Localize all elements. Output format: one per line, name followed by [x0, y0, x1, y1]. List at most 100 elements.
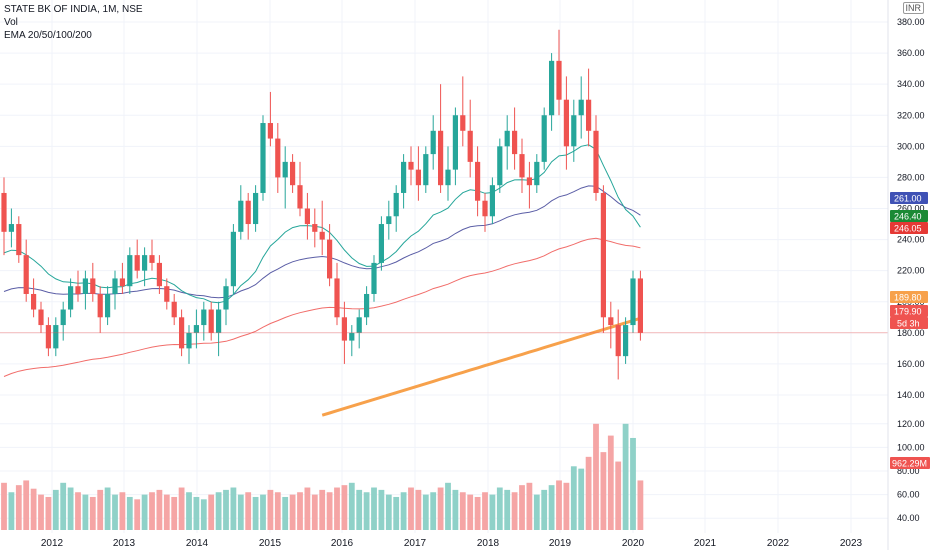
candle-body [201, 309, 207, 326]
volume-bar [252, 496, 259, 530]
volume-bar [637, 480, 644, 530]
candle-body [586, 99, 592, 131]
candle-body [386, 216, 392, 225]
volume-bar [297, 492, 303, 530]
candle-body [208, 309, 214, 333]
candle-body [171, 301, 177, 318]
price-tag-bg [890, 192, 928, 204]
candle-body [438, 130, 444, 186]
price-tag-bg [890, 210, 928, 222]
volume-bar [200, 499, 207, 530]
volume-bar [452, 489, 459, 530]
volume-bar [519, 485, 525, 530]
price-tick-label: 320.00 [897, 110, 925, 120]
volume-bar [570, 466, 577, 530]
volume-bar [378, 489, 385, 530]
price-tag: 189.80 [894, 293, 922, 303]
candle-body [142, 255, 148, 271]
volume-bar [52, 489, 59, 530]
candle-body [134, 255, 140, 271]
volume-bar [237, 494, 244, 530]
volume-bar [393, 496, 400, 530]
candle-body [112, 278, 118, 294]
volume-bar [541, 489, 548, 530]
candle-body [238, 200, 244, 232]
volume-bar [356, 489, 363, 530]
volume-bar [341, 485, 348, 530]
candle-body [578, 99, 584, 116]
ema100-line [3, 237, 641, 377]
volume-bar [371, 487, 377, 530]
candle-body [452, 115, 458, 170]
volume-bar [482, 492, 488, 530]
ema200-line [321, 316, 641, 417]
volume-tick-label: 80.00 [897, 466, 920, 476]
volume-bar [230, 487, 237, 530]
volume-bar [496, 487, 503, 530]
volume-bar [289, 494, 296, 530]
volume-bar [304, 487, 311, 530]
candle-body [637, 278, 643, 333]
candle-body [16, 224, 22, 256]
candle-body [60, 309, 66, 326]
candle-body [615, 325, 621, 357]
candle-body [541, 115, 547, 162]
volume-bar [445, 482, 451, 530]
volume-bar [149, 492, 155, 530]
candle-body [68, 286, 74, 310]
year-tick-label: 2018 [477, 538, 500, 549]
volume-bar [593, 423, 599, 530]
candle-body [341, 317, 347, 341]
volume-bar [260, 494, 266, 530]
candle-body [600, 192, 606, 318]
volume-bar [408, 487, 414, 530]
volume-bar [126, 496, 133, 530]
candle-body [349, 332, 355, 341]
volume-bar [97, 489, 104, 530]
volume-bar [141, 494, 148, 530]
volume-bar [30, 488, 37, 530]
candle-body [312, 224, 318, 232]
volume-bar [171, 496, 178, 530]
price-tick-label: 240.00 [897, 235, 925, 245]
candle-body [608, 317, 614, 326]
volume-bar [112, 494, 118, 530]
volume-bar [82, 494, 89, 530]
candle-body [193, 325, 199, 333]
year-tick-label: 2017 [404, 538, 427, 549]
candle-body [549, 60, 555, 116]
price-tag-bg [890, 222, 928, 234]
year-tick-label: 2023 [840, 538, 863, 549]
price-tag-bg [890, 291, 928, 303]
price-tag: 246.05 [894, 224, 922, 234]
price-tag: 179.90 [894, 307, 922, 317]
volume-bar [45, 496, 52, 530]
candle-body [164, 286, 170, 302]
candle-body [119, 278, 125, 287]
volume-bar [23, 480, 30, 530]
candle-body [260, 123, 266, 193]
volume-bar [75, 492, 81, 530]
candle-body [223, 286, 229, 310]
candle-body [186, 332, 192, 349]
volume-bar [437, 487, 444, 530]
candle-body [45, 325, 51, 349]
volume-bar [38, 494, 44, 530]
volume-bar [1, 482, 7, 530]
price-tick-label: 260.00 [897, 204, 925, 214]
volume-bar [607, 435, 614, 530]
candle-body [519, 154, 525, 178]
volume-bar [245, 492, 252, 530]
candle-body [1, 192, 7, 232]
candle-body [556, 60, 562, 100]
candle-body [23, 255, 29, 294]
candle-body [430, 130, 436, 155]
candle-body [31, 293, 37, 310]
candle-body [475, 161, 481, 201]
candle-body [275, 138, 281, 178]
volume-bar [526, 482, 533, 530]
volume-bar [178, 487, 185, 530]
price-tick-label: 220.00 [897, 266, 925, 276]
